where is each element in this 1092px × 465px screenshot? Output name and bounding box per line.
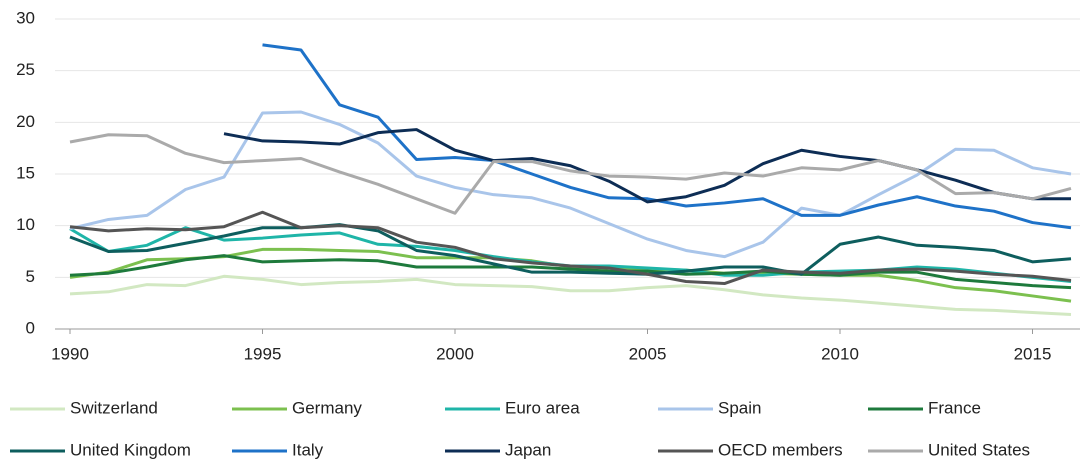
series-line — [69, 254, 1072, 290]
x-tick-label: 1995 — [244, 344, 282, 363]
series-line — [69, 133, 1072, 215]
y-tick-label: 15 — [16, 163, 35, 182]
y-tick-label: 25 — [16, 60, 35, 79]
legend-label: United Kingdom — [70, 440, 191, 459]
legend-label: Spain — [718, 398, 761, 417]
y-tick-label: 20 — [16, 112, 35, 131]
series-line — [69, 274, 1072, 317]
legend-label: OECD members — [718, 440, 843, 459]
legend-label: Italy — [292, 440, 324, 459]
legend-label: United States — [928, 440, 1030, 459]
x-tick-label: 2010 — [821, 344, 859, 363]
series-line — [223, 128, 1071, 204]
legend-label: Germany — [292, 398, 362, 417]
series-line — [69, 110, 1072, 259]
series-line — [69, 223, 1072, 276]
series-line — [69, 210, 1072, 286]
x-tick-label: 2015 — [1014, 344, 1052, 363]
legend-label: France — [928, 398, 981, 417]
y-tick-label: 0 — [26, 318, 35, 337]
legend-label: Switzerland — [70, 398, 158, 417]
y-tick-label: 30 — [16, 8, 35, 27]
legend-label: Euro area — [505, 398, 580, 417]
y-tick-label: 5 — [26, 267, 35, 286]
x-tick-label: 2000 — [436, 344, 474, 363]
x-tick-label: 1990 — [51, 344, 89, 363]
x-tick-label: 2005 — [629, 344, 667, 363]
y-tick-label: 10 — [16, 215, 35, 234]
series-line — [262, 43, 1072, 230]
legend-label: Japan — [505, 440, 551, 459]
